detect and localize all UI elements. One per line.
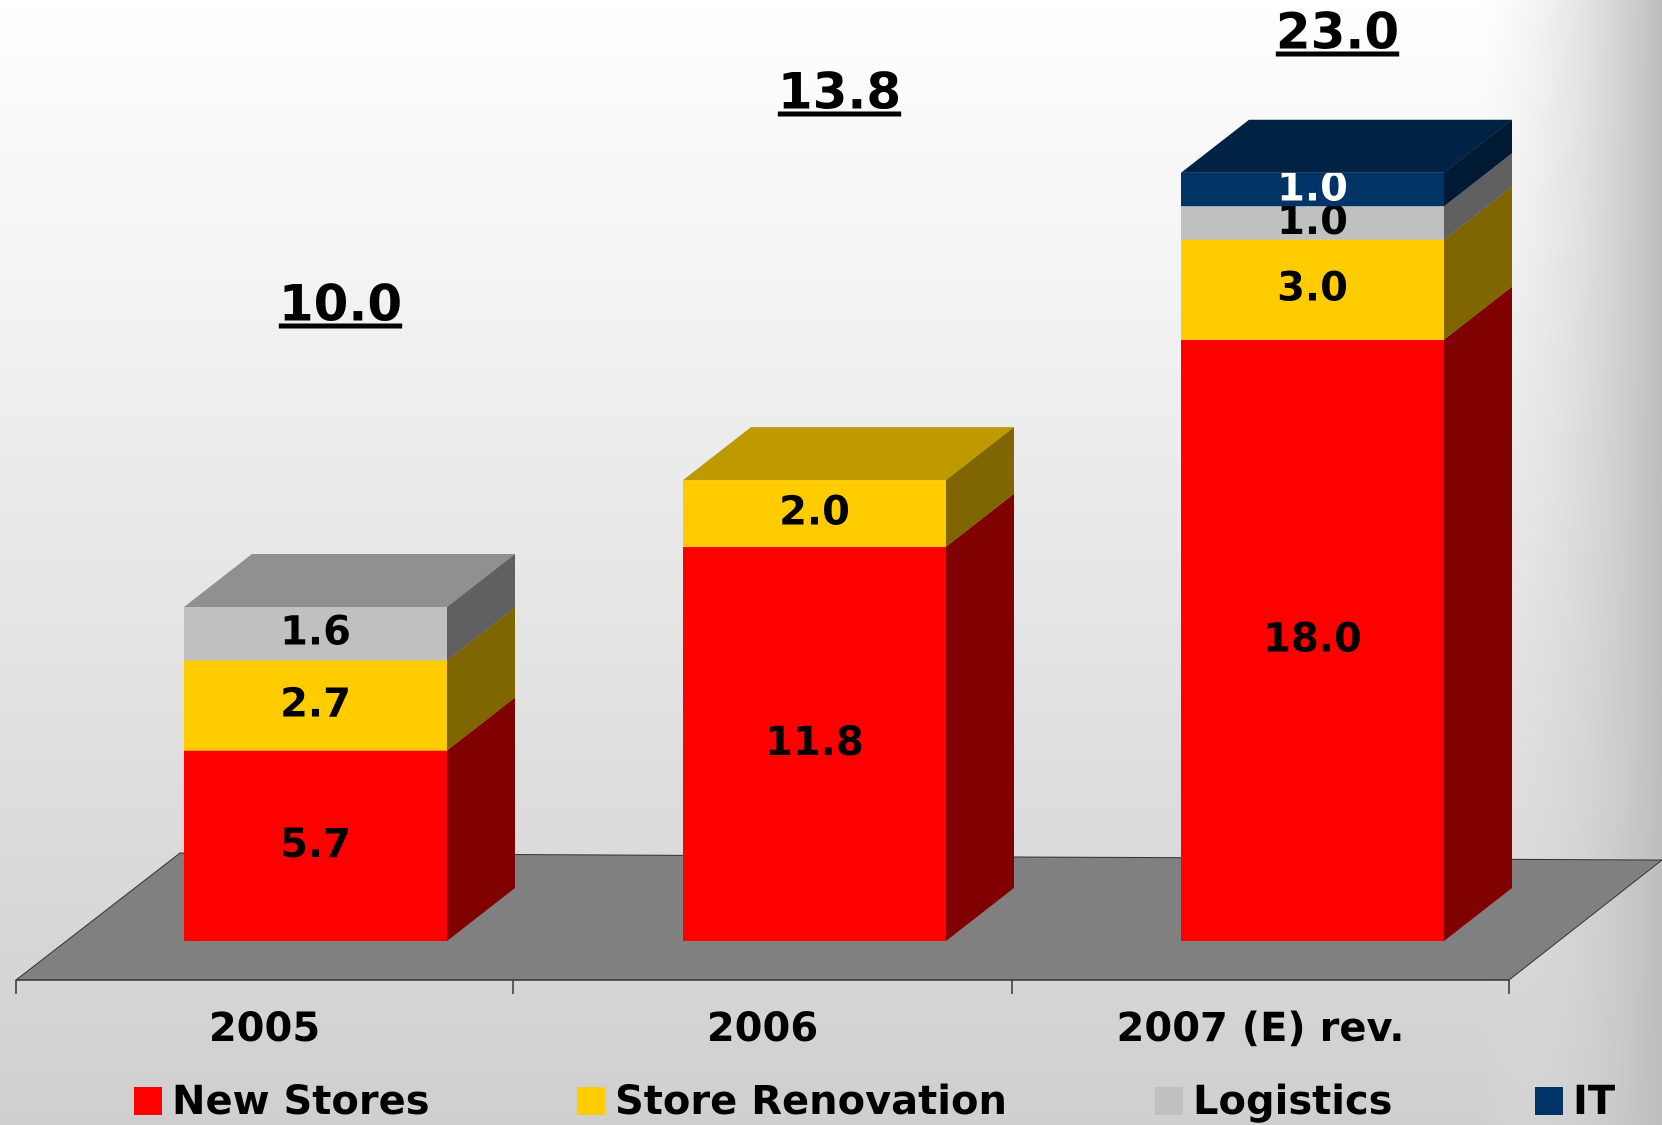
bar-segment bbox=[184, 750, 447, 941]
bar-side bbox=[447, 607, 515, 751]
bar-segment bbox=[1181, 206, 1444, 240]
bar-side bbox=[447, 697, 515, 941]
bar-segment bbox=[1181, 239, 1444, 340]
bar-side bbox=[1444, 119, 1512, 207]
total-label: 10.0 bbox=[279, 275, 402, 333]
data-label: 2.0 bbox=[779, 488, 850, 534]
bar-top bbox=[683, 427, 1014, 481]
legend-swatch bbox=[1155, 1087, 1183, 1115]
bar-segment bbox=[1181, 172, 1444, 207]
data-label: 3.0 bbox=[1277, 265, 1348, 311]
bar-side bbox=[447, 554, 515, 661]
data-label: 18.0 bbox=[1263, 615, 1362, 661]
data-label: 11.8 bbox=[765, 719, 864, 765]
bar-segment bbox=[184, 607, 447, 661]
bar-segment bbox=[1181, 339, 1444, 941]
total-label: 13.8 bbox=[778, 63, 901, 121]
legend-label: Store Renovation bbox=[615, 1078, 1007, 1124]
legend-swatch bbox=[577, 1087, 605, 1115]
legend-swatch bbox=[134, 1087, 162, 1115]
data-label: 1.6 bbox=[280, 609, 351, 655]
legend-label: New Stores bbox=[172, 1078, 430, 1124]
bar-top bbox=[184, 554, 515, 607]
bar-segment bbox=[184, 660, 447, 751]
bar-side bbox=[946, 427, 1014, 547]
total-label: 23.0 bbox=[1276, 3, 1399, 61]
x-tick-label: 2007 (E) rev. bbox=[1117, 1005, 1405, 1051]
data-label: 2.7 bbox=[280, 681, 351, 727]
bar-side bbox=[1444, 286, 1512, 941]
legend-label: Logistics bbox=[1193, 1078, 1392, 1124]
bar-segment bbox=[683, 546, 946, 941]
bar-side bbox=[1444, 153, 1512, 240]
bar-segment bbox=[683, 480, 946, 547]
bar-side bbox=[946, 493, 1014, 941]
bar-top bbox=[1181, 119, 1512, 173]
data-label: 5.7 bbox=[280, 821, 351, 867]
bar-side bbox=[1444, 186, 1512, 340]
x-tick-label: 2005 bbox=[209, 1005, 320, 1051]
legend-label: IT bbox=[1573, 1078, 1616, 1124]
x-tick-label: 2006 bbox=[707, 1005, 818, 1051]
legend-swatch bbox=[1535, 1087, 1563, 1115]
